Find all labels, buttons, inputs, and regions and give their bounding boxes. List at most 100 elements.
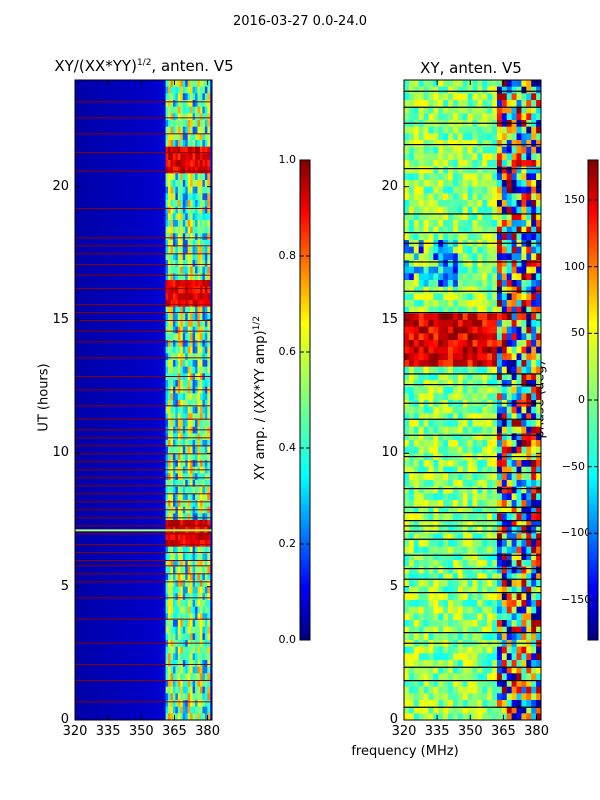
phase-heatmap-cell bbox=[438, 260, 444, 268]
amp-heatmap-cell bbox=[185, 266, 189, 274]
phase-heatmap-cell bbox=[467, 306, 473, 314]
phase-heatmap-cell bbox=[506, 186, 513, 194]
amp-heatmap-cell bbox=[202, 393, 206, 401]
phase-heatmap-cell bbox=[516, 340, 522, 348]
phase-heatmap-cell bbox=[506, 280, 513, 288]
phase-heatmap-cell bbox=[501, 380, 508, 388]
phase-heatmap-cell bbox=[526, 393, 532, 401]
phase-heatmap-cell bbox=[526, 586, 532, 594]
phase-heatmap-cell bbox=[413, 440, 420, 448]
amp-heatmap-cell bbox=[207, 500, 211, 508]
phase-heatmap-cell bbox=[482, 500, 488, 508]
phase-heatmap-cell bbox=[418, 440, 424, 448]
phase-heatmap-cell bbox=[536, 666, 541, 674]
amp-heatmap-cell bbox=[199, 106, 203, 114]
phase-heatmap-cell bbox=[496, 626, 503, 634]
amp-heatmap-cell bbox=[187, 100, 191, 108]
phase-heatmap-cell bbox=[404, 666, 410, 674]
phase-heatmap-cell bbox=[482, 653, 488, 661]
amp-flag-line bbox=[75, 642, 212, 644]
phase-heatmap-cell bbox=[511, 373, 517, 381]
amp-heatmap-cell bbox=[185, 380, 189, 388]
phase-heatmap-cell bbox=[428, 106, 434, 114]
phase-heatmap-cell bbox=[472, 153, 478, 161]
phase-heatmap-cell bbox=[501, 553, 508, 561]
phase-heatmap-cell bbox=[467, 660, 473, 668]
phase-heatmap-cell bbox=[472, 186, 478, 194]
phase-heatmap-cell bbox=[531, 80, 537, 88]
phase-heatmap-cell bbox=[521, 413, 527, 421]
phase-heatmap-cell bbox=[511, 300, 517, 308]
amp-heatmap-cell bbox=[168, 213, 171, 221]
phase-heatmap-cell bbox=[408, 346, 415, 354]
amp-heatmap-cell bbox=[165, 240, 169, 248]
amp-heatmap-cell bbox=[182, 326, 186, 334]
phase-heatmap-cell bbox=[438, 553, 444, 561]
amp-heatmap-cell bbox=[185, 413, 189, 421]
phase-heatmap-cell bbox=[526, 713, 532, 720]
amp-heatmap-cell bbox=[195, 446, 198, 454]
amp-heatmap-cell bbox=[202, 200, 206, 208]
phase-heatmap-cell bbox=[467, 553, 473, 561]
phase-heatmap-cell bbox=[531, 553, 537, 561]
amp-heatmap-cell bbox=[185, 146, 189, 154]
amp-heatmap-cell bbox=[185, 306, 189, 314]
phase-heatmap-cell bbox=[408, 460, 415, 468]
phase-heatmap-cell bbox=[531, 526, 537, 534]
amp-heatmap-cell bbox=[202, 360, 206, 368]
phase-heatmap-cell bbox=[413, 140, 420, 148]
amp-heatmap-cell bbox=[177, 686, 181, 694]
phase-heatmap-cell bbox=[452, 620, 459, 628]
phase-heatmap-cell bbox=[413, 693, 420, 701]
amp-heatmap-cell bbox=[172, 213, 176, 221]
phase-heatmap-cell bbox=[526, 193, 532, 201]
phase-heatmap-cell bbox=[457, 320, 464, 328]
amp-heatmap-cell bbox=[185, 633, 189, 641]
phase-heatmap-cell bbox=[418, 620, 424, 628]
amp-ytick-label: 5 bbox=[60, 578, 69, 594]
amp-heatmap-cell bbox=[170, 706, 174, 714]
phase-heatmap-cell bbox=[477, 140, 483, 148]
amp-xtick-label: 335 bbox=[95, 724, 121, 739]
phase-heatmap-cell bbox=[536, 313, 541, 321]
phase-heatmap-cell bbox=[487, 553, 493, 561]
phase-heatmap-cell bbox=[448, 526, 454, 534]
amp-heatmap-cell bbox=[195, 353, 198, 361]
phase-heatmap-cell bbox=[492, 306, 498, 314]
phase-heatmap-cell bbox=[506, 126, 513, 134]
phase-heatmap-cell bbox=[433, 366, 439, 374]
phase-heatmap-cell bbox=[433, 600, 439, 608]
phase-heatmap-cell bbox=[423, 693, 429, 701]
amp-heatmap-cell bbox=[168, 120, 171, 128]
phase-heatmap-cell bbox=[404, 446, 410, 454]
phase-heatmap-cell bbox=[423, 633, 429, 641]
phase-heatmap-cell bbox=[487, 266, 493, 274]
phase-heatmap-cell bbox=[404, 360, 410, 368]
phase-heatmap-cell bbox=[536, 206, 541, 214]
amp-heatmap-cell bbox=[187, 266, 191, 274]
phase-heatmap-cell bbox=[462, 373, 468, 381]
phase-heatmap-cell bbox=[516, 140, 522, 148]
amp-heatmap-cell bbox=[190, 300, 194, 308]
phase-heatmap-cell bbox=[443, 313, 449, 321]
phase-heatmap-cell bbox=[487, 100, 493, 108]
amp-heatmap-cell bbox=[177, 220, 181, 228]
phase-heatmap-cell bbox=[511, 306, 517, 314]
phase-heatmap-cell bbox=[467, 546, 473, 554]
amp-heatmap-cell bbox=[204, 346, 208, 354]
amp-heatmap-cell bbox=[204, 200, 208, 208]
phase-heatmap-cell bbox=[448, 186, 454, 194]
amp-heatmap-cell bbox=[168, 313, 171, 321]
amp-heatmap-cell bbox=[170, 533, 174, 541]
phase-heatmap-cell bbox=[516, 560, 522, 568]
phase-heatmap-cell bbox=[482, 660, 488, 668]
phase-heatmap-cell bbox=[511, 173, 517, 181]
amp-heatmap-cell bbox=[172, 680, 176, 688]
amp-heatmap-cell bbox=[202, 440, 206, 448]
amp-heatmap-cell bbox=[199, 186, 203, 194]
amp-heatmap-cell bbox=[185, 593, 189, 601]
amp-heatmap-cell bbox=[187, 220, 191, 228]
phase-heatmap-cell bbox=[526, 346, 532, 354]
phase-heatmap-cell bbox=[472, 620, 478, 628]
phase-heatmap-cell bbox=[462, 486, 468, 494]
